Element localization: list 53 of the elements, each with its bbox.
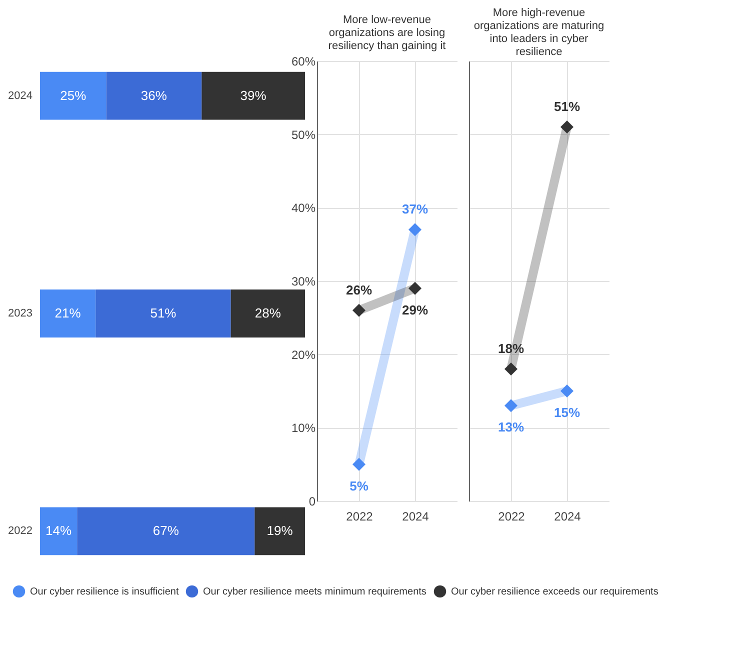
legend-label: Our cyber resilience meets minimum requirements [203,586,426,598]
data-label: 28% [254,306,282,320]
y-tick-label: 2023 [8,308,32,320]
data-label: 39% [240,88,267,103]
data-label: 36% [140,88,168,103]
x-tick-label: 2024 [554,510,582,524]
y-tick-label: 40% [291,201,316,216]
y-tick-label: 10% [291,421,316,436]
bar [40,72,106,120]
data-label: 15% [554,405,580,420]
bar [254,507,305,556]
x-tick-label: 2022 [498,510,526,524]
point [408,223,422,236]
bar [40,507,78,556]
y-tick-label: 2022 [8,525,32,538]
chart-title: More low-revenue organizations are losing resiliency than gaining it [328,14,446,52]
point [352,304,366,317]
y-tick-label: 60% [291,54,316,68]
x-tick-label: 2022 [346,510,374,524]
point [504,399,518,412]
y-tick-label: 20% [291,348,316,362]
data-label: 25% [60,88,87,103]
y-tick-label: 30% [291,274,316,288]
data-label: 18% [498,341,524,356]
data-label: 37% [402,202,428,217]
data-label: 29% [402,302,428,318]
point [504,362,518,376]
data-label: 21% [54,306,82,320]
point [352,458,366,471]
data-label: 13% [498,420,524,435]
bar [40,290,96,338]
point [560,384,574,398]
data-label: 51% [150,306,177,320]
point [560,120,574,134]
data-label: 67% [152,523,180,538]
data-label: 14% [46,523,72,538]
data-label: 26% [346,282,372,298]
bar [106,72,202,120]
legend-label: Our cyber resilience is insufficient [30,586,179,598]
bar [96,290,231,338]
bar [202,72,305,120]
point [408,282,422,295]
data-label: 19% [266,523,294,538]
y-tick-label: 2024 [8,90,32,102]
x-tick-label: 2024 [402,510,430,524]
data-label: 51% [554,99,580,114]
y-tick-label: 50% [291,128,316,142]
y-tick-label: 0 [308,494,316,508]
bar [230,290,305,338]
bar [77,507,255,556]
chart-title: More high-revenue organizations are maturing into leaders in cyber resilience [474,7,604,58]
legend-label: Our cyber resilience exceeds our requirements [451,586,658,598]
data-label: 5% [350,478,369,494]
